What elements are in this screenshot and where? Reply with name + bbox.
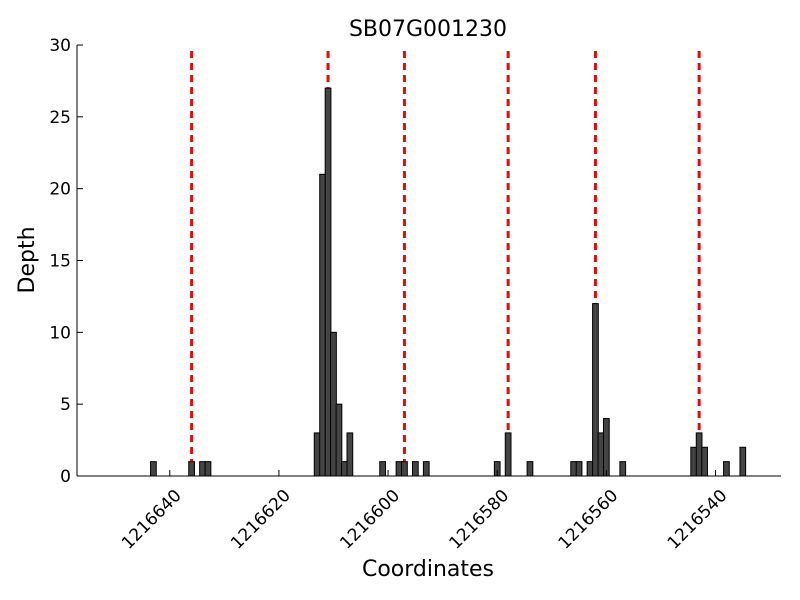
- axes: [76, 45, 781, 477]
- bar: [379, 461, 386, 477]
- bar: [690, 446, 698, 477]
- bar: [597, 432, 605, 477]
- bar: [313, 432, 321, 477]
- vertical-lines: [190, 51, 701, 476]
- bar: [575, 461, 583, 477]
- x-tick-label: 1216540: [664, 486, 732, 554]
- y-tick-label: 0: [60, 467, 71, 487]
- bar: [701, 446, 708, 477]
- bar: [150, 461, 157, 477]
- bar: [330, 331, 337, 477]
- y-tick-label: 10: [49, 323, 71, 343]
- y-tick-label: 20: [49, 180, 71, 200]
- bar: [346, 432, 354, 477]
- bar: [319, 173, 326, 477]
- bar: [401, 461, 408, 477]
- y-ticks: 0 5 10 15 20 25 30: [49, 36, 83, 487]
- y-tick-label: 15: [49, 252, 71, 272]
- bar: [619, 461, 627, 477]
- bar: [723, 461, 730, 477]
- bar: [739, 446, 747, 477]
- bar: [586, 461, 594, 477]
- bar: [395, 461, 403, 477]
- bars: [150, 87, 747, 477]
- bar: [526, 461, 534, 477]
- bar: [341, 461, 348, 477]
- x-axis-label: Coordinates: [362, 557, 494, 582]
- bar: [188, 461, 195, 477]
- y-tick-label: 5: [60, 395, 71, 415]
- x-tick-label: 1216620: [227, 486, 295, 554]
- chart-title: SB07G001230: [349, 17, 507, 42]
- x-ticks: 1216640 1216620 1216600 1216580 1216560 12165…: [118, 470, 731, 553]
- bar: [592, 303, 599, 477]
- bar: [603, 418, 610, 477]
- x-tick-label: 1216600: [336, 486, 404, 554]
- bar: [204, 461, 212, 477]
- y-axis-label: Depth: [15, 226, 40, 293]
- x-tick-label: 1216580: [445, 486, 513, 554]
- bar: [324, 87, 332, 477]
- x-tick-label: 1216560: [555, 486, 623, 554]
- bar: [411, 461, 419, 477]
- bar: [335, 403, 343, 477]
- y-tick-label: 25: [49, 108, 71, 128]
- x-tick-label: 1216640: [118, 486, 186, 554]
- bar: [504, 432, 512, 477]
- bar: [422, 461, 430, 477]
- bar: [199, 461, 206, 477]
- bar: [570, 461, 577, 477]
- y-tick-label: 30: [49, 36, 71, 56]
- bar: [695, 432, 703, 477]
